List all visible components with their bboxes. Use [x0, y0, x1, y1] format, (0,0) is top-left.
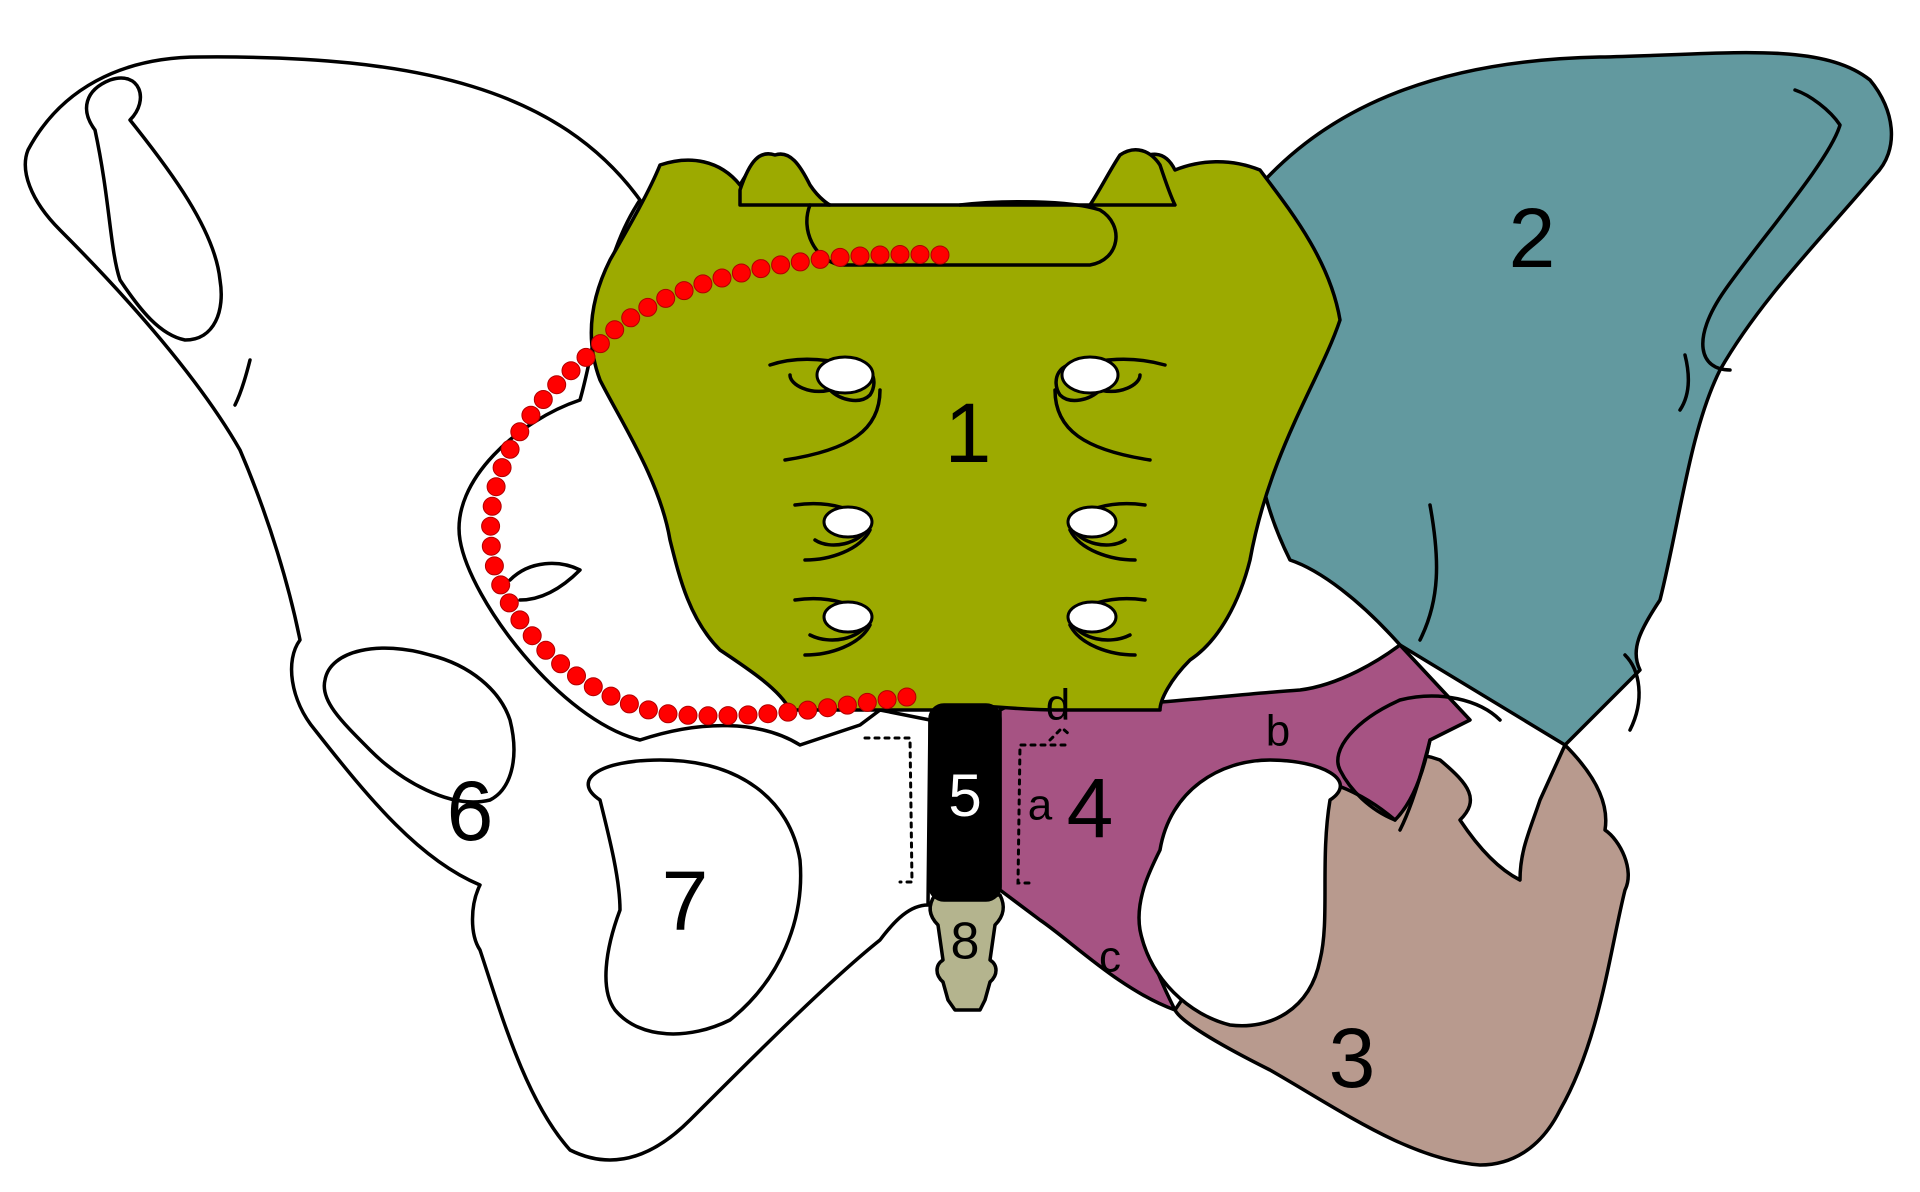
label-ilium: 2	[1509, 191, 1556, 285]
brim-dot	[698, 706, 718, 726]
brim-dot	[499, 593, 519, 613]
brim-dot	[870, 245, 890, 265]
brim-dot	[590, 334, 610, 354]
label-pubic-symphysis: 5	[948, 762, 981, 829]
brim-dot	[481, 536, 501, 556]
right-ilium-lower-line	[1623, 653, 1641, 732]
left-acetabulum-rim	[322, 646, 516, 804]
brim-dot	[484, 556, 504, 576]
brim-dot	[656, 288, 676, 308]
brim-dot	[601, 686, 621, 706]
brim-dot	[712, 268, 732, 288]
coccyx	[928, 893, 1006, 1012]
brim-dot	[771, 255, 791, 275]
brim-dot	[486, 477, 506, 497]
brim-dot	[619, 694, 639, 714]
right-ilium	[1251, 50, 1894, 747]
brim-dot	[583, 677, 603, 697]
brim-dot	[547, 375, 567, 395]
right-ischial-line	[1398, 738, 1432, 832]
right-ilium-crest-line	[1701, 88, 1842, 372]
label-pubis-part-a: a	[1028, 781, 1053, 830]
brim-dot	[798, 700, 818, 720]
left-symphysis-bracket	[863, 736, 914, 884]
brim-dot	[810, 249, 830, 269]
brim-dot	[778, 702, 798, 722]
brim-dot	[850, 246, 870, 266]
brim-dot	[738, 705, 758, 725]
left-ilium-crest-line	[84, 76, 223, 342]
sacrum-right-superior-process	[1088, 148, 1177, 207]
label-coccyx: 8	[951, 913, 980, 971]
brim-dot	[605, 320, 625, 340]
label-obturator-foramen: 7	[662, 854, 709, 948]
brim-dot	[536, 640, 556, 660]
pubic-symphysis	[928, 703, 1002, 902]
pubic-tubercle-mark-d	[1048, 725, 1072, 742]
brim-dot	[551, 654, 571, 674]
brim-dot	[481, 516, 501, 536]
brim-dot	[658, 704, 678, 724]
label-pubis-part-c: c	[1099, 933, 1121, 982]
brim-dot	[567, 666, 586, 686]
right-pubis	[998, 643, 1472, 1012]
label-sacrum: 1	[945, 386, 992, 480]
brim-dot	[576, 347, 596, 367]
brim-dot	[510, 610, 530, 630]
left-obturator-foramen	[586, 758, 803, 1036]
right-ilium-auricular-line	[1418, 503, 1439, 642]
brim-dot	[491, 575, 511, 595]
brim-dot	[751, 259, 771, 279]
brim-dot	[718, 706, 738, 726]
pelvic-brim-dotted-line	[481, 245, 950, 726]
brim-dot	[731, 263, 751, 283]
brim-dot	[621, 308, 641, 328]
right-ilium-fossa-line	[1678, 353, 1691, 412]
brim-dot	[510, 422, 530, 442]
brim-dot	[857, 692, 877, 712]
label-pubis: 4	[1067, 761, 1114, 855]
brim-dot	[897, 687, 917, 707]
brim-dot	[818, 698, 838, 718]
brim-dot	[890, 245, 910, 264]
brim-dot	[830, 247, 850, 267]
brim-dot	[638, 700, 658, 720]
brim-dot	[837, 695, 857, 715]
brim-dot	[758, 704, 778, 724]
brim-dot	[674, 281, 694, 301]
left-ilium-fossa-line	[233, 358, 252, 407]
right-obturator-foramen	[1137, 758, 1343, 1028]
label-ischium: 3	[1329, 1011, 1376, 1105]
label-pubis-part-b: b	[1266, 707, 1290, 756]
brim-dot	[492, 458, 512, 478]
brim-dot	[638, 297, 658, 317]
label-acetabulum: 6	[447, 764, 494, 858]
brim-dot	[521, 405, 541, 425]
brim-dot	[693, 274, 713, 294]
brim-dot	[877, 690, 897, 710]
right-symphysis-bracket	[1016, 743, 1067, 885]
brim-dot	[533, 390, 553, 409]
label-pubis-part-d: d	[1046, 681, 1070, 730]
brim-dot	[482, 496, 502, 516]
brim-dot	[790, 252, 810, 272]
sacral-promontory	[805, 199, 1118, 267]
brim-dot	[500, 439, 520, 459]
right-acetabulum-rim	[1336, 694, 1502, 822]
left-ischial-spine-line	[508, 561, 582, 602]
brim-dot	[678, 705, 698, 725]
brim-dot	[930, 245, 950, 265]
brim-dot	[910, 245, 930, 264]
brim-dot	[522, 626, 542, 646]
sacrum-left-superior-process	[738, 152, 832, 207]
brim-dot	[561, 361, 581, 381]
sacral-foramina	[768, 355, 1167, 657]
